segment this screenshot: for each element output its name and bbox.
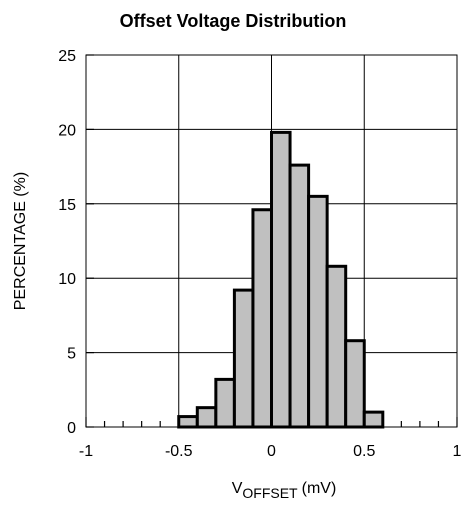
x-axis-label: VOFFSET (mV) xyxy=(232,480,337,501)
axis-ticks xyxy=(85,54,458,428)
histogram-bar xyxy=(232,288,255,429)
x-axis-label-subscript: OFFSET xyxy=(242,485,298,501)
x-axis-label-unit: (mV) xyxy=(302,480,337,497)
y-axis-label: PERCENTAGE (%) xyxy=(12,172,29,310)
chart-title: Offset Voltage Distribution xyxy=(120,11,347,31)
histogram-bar xyxy=(307,194,329,429)
x-tick-label: -0.5 xyxy=(165,443,193,460)
histogram-bar xyxy=(362,410,385,429)
histogram-bar xyxy=(177,415,199,429)
histogram-bar xyxy=(270,130,292,429)
y-tick-label: 5 xyxy=(67,346,76,363)
y-tick-label: 25 xyxy=(58,48,76,65)
y-tick-label: 10 xyxy=(58,271,76,288)
y-tick-label: 0 xyxy=(67,420,76,437)
histogram-bar xyxy=(195,406,218,429)
y-tick-labels: 0 5 10 15 20 25 xyxy=(58,48,76,437)
histogram-bar xyxy=(288,163,311,429)
x-tick-label: 1 xyxy=(453,443,461,460)
x-tick-label: -1 xyxy=(79,443,93,460)
y-tick-label: 20 xyxy=(58,122,76,139)
histogram-bar xyxy=(251,208,273,429)
histogram-bar xyxy=(344,339,366,429)
x-tick-label: 0.5 xyxy=(353,443,375,460)
histogram-bar xyxy=(214,377,236,429)
y-tick-label: 15 xyxy=(58,197,76,214)
histogram-bar xyxy=(325,264,348,429)
x-tick-label: 0 xyxy=(267,443,276,460)
histogram-bars xyxy=(177,130,385,429)
x-axis-label-main: V xyxy=(232,480,243,497)
x-tick-labels: -1 -0.5 0 0.5 1 xyxy=(79,443,461,460)
